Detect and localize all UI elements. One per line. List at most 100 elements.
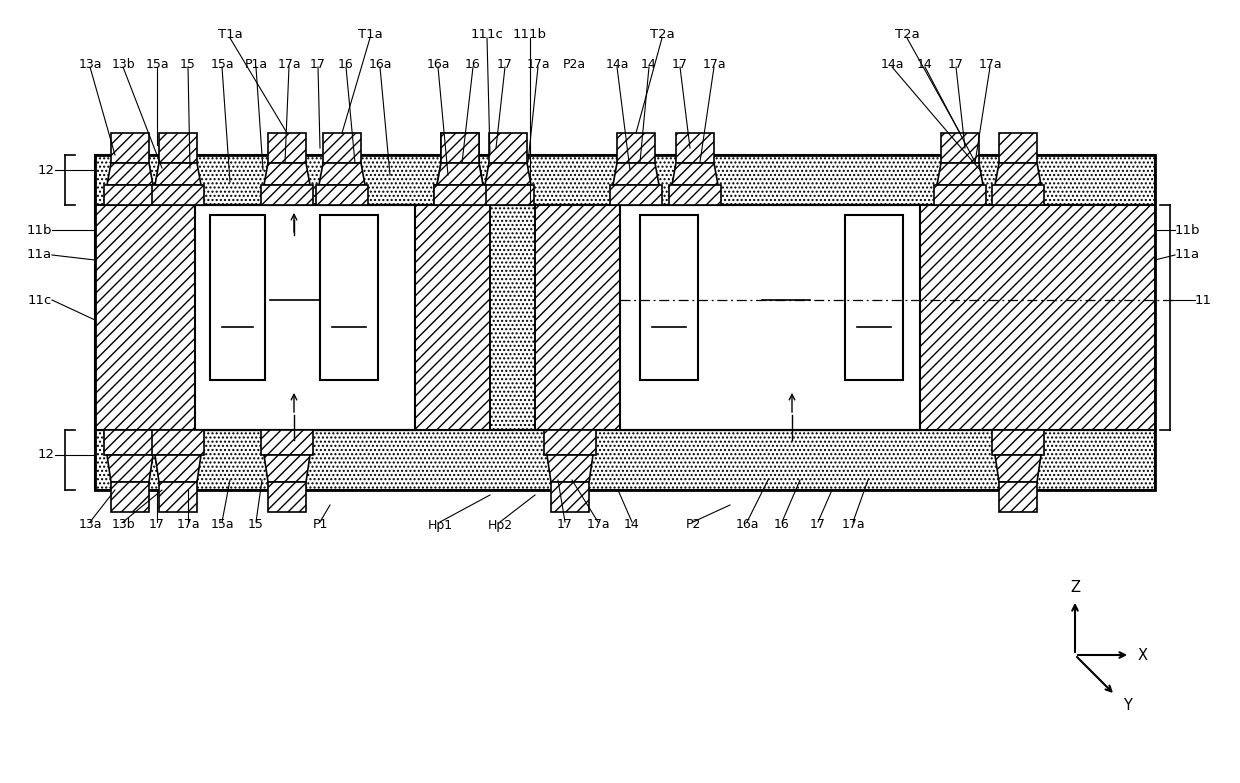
Text: 17: 17 bbox=[949, 57, 963, 70]
Text: P10: P10 bbox=[279, 280, 306, 294]
Text: 16a: 16a bbox=[427, 57, 450, 70]
Text: P2: P2 bbox=[686, 518, 701, 532]
Bar bbox=[159, 133, 197, 163]
Bar bbox=[104, 185, 156, 205]
Bar bbox=[534, 205, 620, 430]
Polygon shape bbox=[264, 163, 310, 185]
Text: 15: 15 bbox=[180, 57, 196, 70]
Bar bbox=[482, 185, 534, 205]
Bar bbox=[260, 185, 312, 205]
Text: 17a: 17a bbox=[526, 57, 549, 70]
Bar bbox=[618, 133, 655, 163]
Polygon shape bbox=[485, 163, 531, 185]
Text: T1a: T1a bbox=[357, 28, 382, 41]
Text: 11c: 11c bbox=[27, 294, 52, 306]
Bar bbox=[316, 185, 368, 205]
Text: Y: Y bbox=[1122, 698, 1131, 713]
Bar bbox=[441, 133, 479, 163]
Text: 17a: 17a bbox=[176, 518, 200, 532]
Bar bbox=[153, 185, 205, 205]
Text: 15: 15 bbox=[248, 518, 264, 532]
Text: 17: 17 bbox=[149, 518, 165, 532]
Text: 17: 17 bbox=[557, 518, 573, 532]
Text: Hp1: Hp1 bbox=[428, 518, 453, 532]
Text: T1a: T1a bbox=[218, 28, 242, 41]
Text: 14: 14 bbox=[918, 57, 932, 70]
Bar bbox=[210, 215, 265, 380]
Bar bbox=[999, 133, 1037, 163]
Polygon shape bbox=[107, 163, 153, 185]
Bar bbox=[551, 482, 589, 512]
Text: 16a: 16a bbox=[368, 57, 392, 70]
Polygon shape bbox=[436, 163, 484, 185]
Bar bbox=[95, 155, 1154, 490]
Text: T2a: T2a bbox=[650, 28, 675, 41]
Bar bbox=[95, 155, 1154, 205]
Bar bbox=[934, 185, 986, 205]
Text: 13b: 13b bbox=[112, 518, 135, 532]
Bar bbox=[670, 185, 720, 205]
Bar bbox=[195, 205, 415, 430]
Polygon shape bbox=[107, 455, 153, 482]
Text: 12: 12 bbox=[38, 449, 55, 461]
Text: 13b: 13b bbox=[112, 57, 135, 70]
Text: 17a: 17a bbox=[978, 57, 1002, 70]
Bar bbox=[640, 215, 698, 380]
Bar bbox=[920, 205, 1154, 430]
Text: 111b: 111b bbox=[513, 28, 547, 41]
Bar bbox=[610, 185, 662, 205]
Polygon shape bbox=[155, 163, 201, 185]
Bar bbox=[95, 430, 1154, 490]
Text: 15a: 15a bbox=[211, 518, 234, 532]
Bar bbox=[268, 133, 306, 163]
Bar bbox=[544, 430, 596, 455]
Bar bbox=[620, 205, 920, 430]
Text: P20: P20 bbox=[766, 280, 794, 294]
Text: 17a: 17a bbox=[841, 518, 864, 532]
Text: Z: Z bbox=[1070, 579, 1080, 594]
Bar bbox=[844, 215, 903, 380]
Bar bbox=[260, 430, 312, 455]
Bar bbox=[676, 133, 714, 163]
Text: 11b: 11b bbox=[1176, 223, 1200, 236]
Bar bbox=[999, 482, 1037, 512]
Bar bbox=[112, 133, 149, 163]
Text: 12: 12 bbox=[38, 164, 55, 176]
Text: 11a: 11a bbox=[27, 248, 52, 262]
Text: 11a: 11a bbox=[1176, 248, 1200, 262]
Text: T2a: T2a bbox=[894, 28, 919, 41]
Bar bbox=[268, 482, 306, 512]
Text: 111c: 111c bbox=[470, 28, 503, 41]
Text: P2a: P2a bbox=[563, 57, 585, 70]
Text: P1: P1 bbox=[312, 518, 327, 532]
Polygon shape bbox=[547, 455, 593, 482]
Text: 17: 17 bbox=[497, 57, 513, 70]
Text: 16: 16 bbox=[339, 57, 353, 70]
Polygon shape bbox=[319, 163, 365, 185]
Text: 11: 11 bbox=[1195, 294, 1211, 306]
Text: Hp2: Hp2 bbox=[487, 518, 512, 532]
Text: 17: 17 bbox=[672, 57, 688, 70]
Bar bbox=[159, 482, 197, 512]
Bar bbox=[95, 205, 195, 430]
Bar bbox=[95, 205, 1154, 430]
Text: 11b: 11b bbox=[26, 223, 52, 236]
Text: 14a: 14a bbox=[605, 57, 629, 70]
Polygon shape bbox=[994, 163, 1042, 185]
Bar bbox=[941, 133, 980, 163]
Bar bbox=[415, 205, 490, 430]
Bar bbox=[992, 185, 1044, 205]
Bar bbox=[489, 133, 527, 163]
Polygon shape bbox=[264, 455, 310, 482]
Polygon shape bbox=[937, 163, 983, 185]
Text: 17: 17 bbox=[810, 518, 826, 532]
Bar bbox=[441, 133, 479, 163]
Text: P1a: P1a bbox=[244, 57, 268, 70]
Text: 13a: 13a bbox=[78, 57, 102, 70]
Bar bbox=[434, 185, 486, 205]
Text: 13a: 13a bbox=[78, 518, 102, 532]
Polygon shape bbox=[672, 163, 718, 185]
Text: 15a: 15a bbox=[145, 57, 169, 70]
Text: 14a: 14a bbox=[880, 57, 904, 70]
Text: 17: 17 bbox=[310, 57, 326, 70]
